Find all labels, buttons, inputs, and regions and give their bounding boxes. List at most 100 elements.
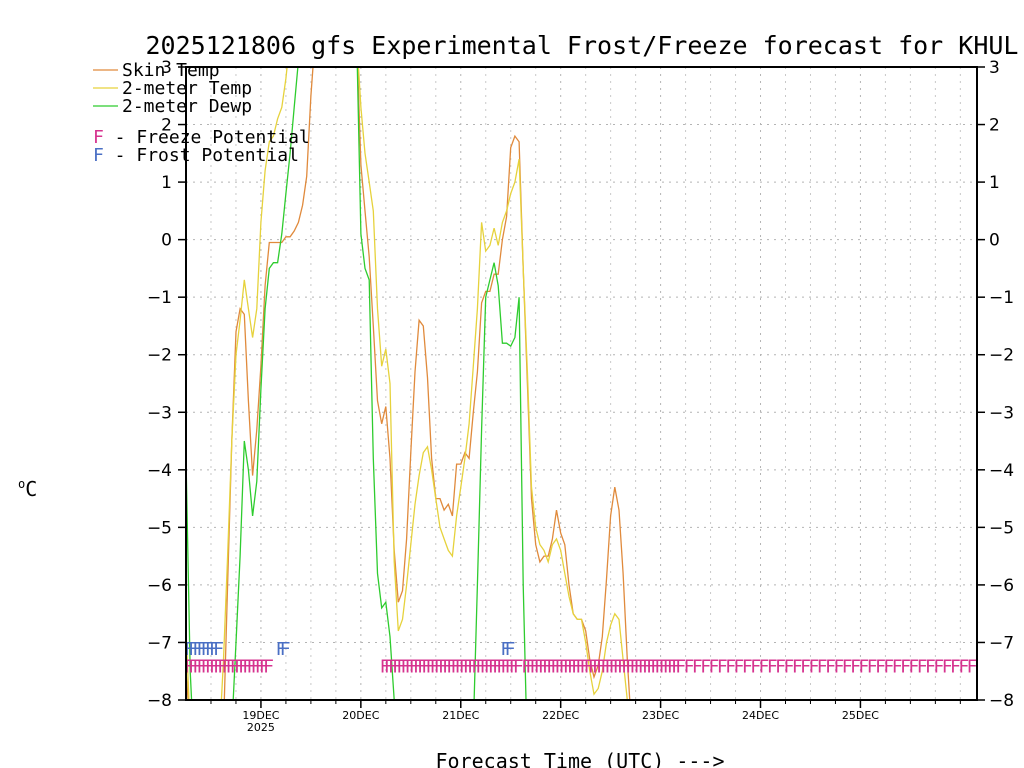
series-line-2-meter-temp	[186, 67, 628, 700]
freeze-flag: F	[625, 656, 636, 677]
y-axis-label: oC	[18, 477, 37, 501]
freeze-flag: F	[604, 656, 615, 677]
freeze-flag: F	[667, 656, 678, 677]
freeze-flag: F	[588, 656, 599, 677]
freeze-flag: F	[384, 656, 395, 677]
freeze-flag: F	[817, 656, 828, 677]
freeze-flag: F	[542, 656, 553, 677]
freeze-flag: F	[226, 656, 237, 677]
freeze-flag: F	[629, 656, 640, 677]
freeze-flag: F	[808, 656, 819, 677]
y-tick-label-right: 3	[989, 58, 1000, 78]
freeze-flag: F	[255, 656, 266, 677]
freeze-flag: F	[555, 656, 566, 677]
frost-flag: F	[213, 639, 224, 660]
flag-legend-entry: F - Frost Potential	[93, 145, 299, 166]
freeze-flag: F	[530, 656, 541, 677]
freeze-flag: F	[471, 656, 482, 677]
freeze-flag: F	[396, 656, 407, 677]
y-tick-label-left: −6	[147, 576, 172, 596]
freeze-flag: F	[188, 656, 199, 677]
freeze-flag: F	[750, 656, 761, 677]
freeze-flag: F	[455, 656, 466, 677]
freeze-flag: F	[246, 656, 257, 677]
freeze-flag: F	[380, 656, 391, 677]
freeze-flag: F	[833, 656, 844, 677]
freeze-flag: F	[184, 656, 195, 677]
freeze-flag: F	[850, 656, 861, 677]
y-tick-label-left: −7	[147, 633, 172, 653]
freeze-flag: F	[925, 656, 936, 677]
freeze-flag: F	[600, 656, 611, 677]
freeze-flag: F	[642, 656, 653, 677]
y-tick-label-right: −6	[989, 576, 1014, 596]
freeze-flag: F	[484, 656, 495, 677]
x-tick-label: 20DEC	[342, 709, 379, 722]
y-axis-label-degree: o	[18, 477, 25, 491]
freeze-flag: F	[759, 656, 770, 677]
chart-title: 2025121806 gfs Experimental Frost/Freeze…	[146, 31, 1019, 60]
freeze-flag: F	[450, 656, 461, 677]
freeze-flag: F	[400, 656, 411, 677]
y-tick-label-left: −4	[147, 461, 172, 481]
freeze-flag: F	[546, 656, 557, 677]
freeze-flag: F	[480, 656, 491, 677]
freeze-flag: F	[525, 656, 536, 677]
freeze-flag: F	[488, 656, 499, 677]
y-tick-label-right: −3	[989, 403, 1014, 423]
y-axis-right: 3 2 1 0 −1 −2 −3 −4 −5 −6 −7 −8	[977, 58, 1014, 711]
freeze-flag: F	[459, 656, 470, 677]
y-tick-label-left: 0	[161, 231, 172, 251]
legend-label: 2-meter Temp	[122, 78, 252, 99]
x-tick-label: 22DEC	[542, 709, 579, 722]
freeze-flag: F	[684, 656, 695, 677]
freeze-flag: F	[621, 656, 632, 677]
x-tick-label: 23DEC	[642, 709, 679, 722]
freeze-flag: F	[825, 656, 836, 677]
freeze-flag: F	[421, 656, 432, 677]
freeze-flag: F	[650, 656, 661, 677]
legend-label: Skin Temp	[122, 60, 220, 81]
freeze-flag: F	[192, 656, 203, 677]
y-tick-label-right: −1	[989, 288, 1014, 308]
freeze-flag: F	[438, 656, 449, 677]
freeze-flag: F	[496, 656, 507, 677]
y-tick-label-left: −5	[147, 518, 172, 538]
freeze-flag: F	[559, 656, 570, 677]
x-tick-label: 25DEC	[842, 709, 879, 722]
freeze-flag: F	[875, 656, 886, 677]
y-tick-label-left: −2	[147, 346, 172, 366]
flag-legend-text: - Frost Potential	[104, 145, 299, 166]
y-tick-label-left: 3	[161, 58, 172, 78]
x-axis-label: Forecast Time (UTC) --->	[436, 749, 725, 768]
frost-flag: F	[201, 639, 212, 660]
frost-flag: F	[280, 639, 291, 660]
plot-area	[186, 67, 631, 700]
freeze-flag: F	[725, 656, 736, 677]
freeze-flag: F	[209, 656, 220, 677]
grid-lines	[186, 67, 977, 700]
freeze-flag: F	[263, 656, 274, 677]
freeze-flag: F	[567, 656, 578, 677]
freeze-flag: F	[933, 656, 944, 677]
y-tick-label-left: 2	[161, 116, 172, 136]
freeze-flag: F	[596, 656, 607, 677]
freeze-flag: F	[392, 656, 403, 677]
freeze-flag: F	[467, 656, 478, 677]
freeze-flag: F	[892, 656, 903, 677]
frost-flag: F	[205, 639, 216, 660]
freeze-flag: F	[646, 656, 657, 677]
legend-label: 2-meter Dewp	[122, 96, 252, 117]
freeze-flag: F	[638, 656, 649, 677]
flag-legend-text: - Freeze Potential	[104, 127, 310, 148]
freeze-flag: F	[958, 656, 969, 677]
y-tick-label-left: −8	[147, 691, 172, 711]
freeze-flag: F	[575, 656, 586, 677]
freeze-flag: F	[580, 656, 591, 677]
freeze-flag: F	[221, 656, 232, 677]
freeze-flag: F	[388, 656, 399, 677]
freeze-flag: F	[430, 656, 441, 677]
plot-frame	[185, 66, 978, 701]
